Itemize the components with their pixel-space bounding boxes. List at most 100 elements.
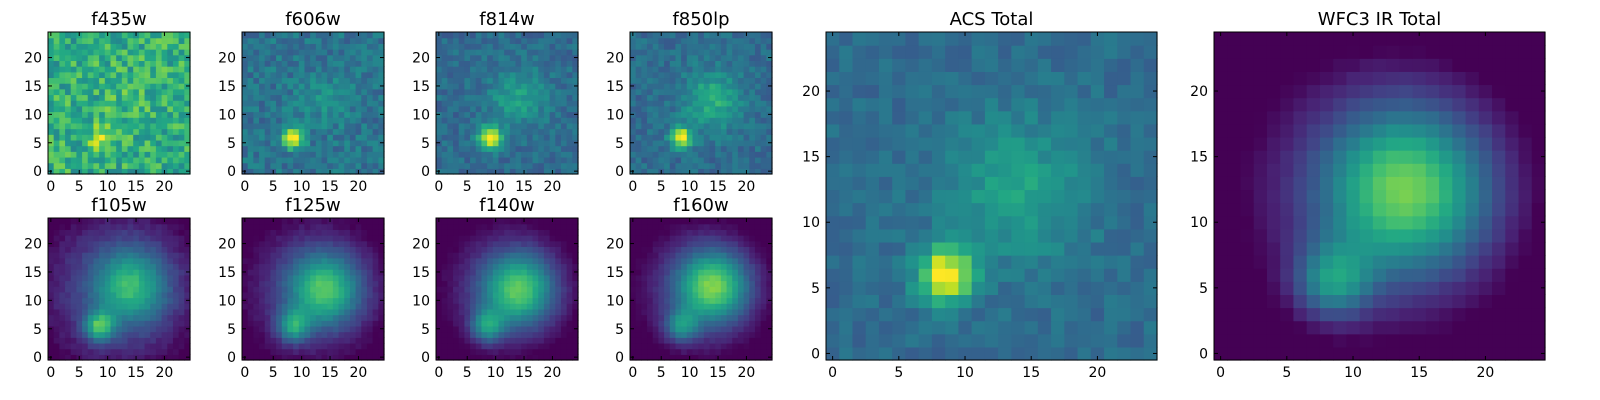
heatmap-cell (304, 145, 311, 152)
heatmap-cell (453, 37, 460, 44)
heatmap-cell (270, 257, 277, 265)
heatmap-cell (133, 49, 140, 56)
heatmap-cell (304, 246, 311, 253)
heatmap-cell (281, 337, 289, 344)
heatmap-cell (144, 246, 151, 253)
heatmap-cell (259, 32, 266, 39)
heatmap-cell (504, 43, 511, 50)
heatmap-cell (675, 105, 682, 113)
heatmap-cell (327, 77, 334, 84)
heatmap-cell (681, 151, 688, 158)
heatmap-cell (321, 314, 328, 321)
heatmap-cell (104, 274, 112, 282)
heatmap-cell (161, 337, 168, 344)
heatmap-cell (692, 32, 699, 39)
heatmap-cell (372, 274, 379, 282)
heatmap-cell (53, 337, 60, 344)
heatmap-cell (509, 94, 517, 101)
heatmap-cell (338, 66, 345, 73)
heatmap-cell (675, 297, 682, 304)
heatmap-cell (167, 134, 174, 141)
heatmap-cell (127, 308, 134, 316)
heatmap-cell (315, 162, 323, 169)
heatmap-cell (754, 54, 762, 61)
heatmap-cell (93, 100, 100, 107)
y-tick-label: 0 (227, 350, 236, 366)
heatmap-cell (281, 151, 289, 158)
heatmap-cell (366, 246, 374, 253)
heatmap-cell (447, 117, 454, 124)
heatmap-cell (532, 88, 539, 96)
heatmap-cell (737, 162, 745, 169)
heatmap-cell (110, 168, 117, 175)
heatmap-cell (121, 134, 129, 141)
heatmap-cell (749, 77, 756, 84)
heatmap-cell (184, 117, 191, 124)
heatmap-cell (327, 348, 334, 355)
heatmap-cell (647, 49, 654, 56)
heatmap-cell (726, 303, 733, 310)
heatmap-cell (686, 325, 694, 333)
heatmap-cell (572, 122, 579, 130)
heatmap-cell (293, 235, 300, 242)
heatmap-cell (150, 134, 157, 141)
heatmap-cell (560, 337, 568, 344)
heatmap-cell (93, 257, 100, 265)
heatmap-cell (681, 280, 688, 287)
heatmap-cell (332, 139, 340, 147)
heatmap-cell (566, 223, 573, 230)
heatmap-cell (167, 291, 174, 299)
heatmap-cell (572, 320, 579, 327)
heatmap-cell (555, 100, 562, 107)
heatmap-cell (498, 252, 505, 259)
heatmap-cell (658, 71, 665, 79)
heatmap-cell (766, 77, 773, 84)
heatmap-cell (464, 71, 471, 79)
heatmap-cell (760, 168, 767, 175)
heatmap-cell (532, 145, 539, 152)
heatmap-cell (543, 156, 551, 164)
heatmap-cell (99, 43, 106, 50)
heatmap-cell (766, 286, 773, 293)
heatmap-cell (53, 100, 60, 107)
heatmap-cell (441, 156, 448, 164)
heatmap-cell (53, 88, 60, 96)
heatmap-cell (366, 240, 374, 247)
heatmap-cell (355, 60, 362, 67)
heatmap-cell (276, 111, 283, 118)
heatmap-cell (355, 320, 362, 327)
heatmap-cell (270, 145, 277, 152)
heatmap-cell (59, 257, 66, 265)
heatmap-cell (48, 66, 55, 73)
heatmap-cell (521, 252, 528, 259)
axes-frame (435, 217, 579, 361)
heatmap-cell (110, 139, 117, 147)
heatmap-cell (99, 280, 106, 287)
heatmap-cell (327, 60, 334, 67)
heatmap-cell (630, 337, 637, 344)
heatmap-cell (686, 37, 694, 44)
heatmap-cell (178, 297, 185, 304)
heatmap-cell (253, 88, 260, 96)
heatmap-cell (641, 348, 648, 355)
heatmap-cell (361, 269, 368, 276)
heatmap-cell (304, 252, 311, 259)
heatmap-cell (150, 88, 157, 96)
heatmap-cell (436, 229, 443, 236)
heatmap-cell (264, 151, 271, 158)
heatmap-cell (743, 37, 750, 44)
heatmap-cell (526, 49, 534, 56)
heatmap-cell (447, 37, 454, 44)
heatmap-cell (366, 280, 374, 287)
heatmap-cell (116, 60, 123, 67)
heatmap-cell (372, 117, 379, 124)
heatmap-cell (104, 337, 112, 344)
heatmap-cell (53, 162, 60, 169)
heatmap-cell (304, 60, 311, 67)
heatmap-cell (264, 54, 271, 61)
heatmap-cell (304, 83, 311, 90)
heatmap-cell (630, 100, 637, 107)
heatmap-cell (172, 291, 180, 299)
heatmap-cell (82, 218, 89, 225)
heatmap-cell (487, 54, 494, 61)
